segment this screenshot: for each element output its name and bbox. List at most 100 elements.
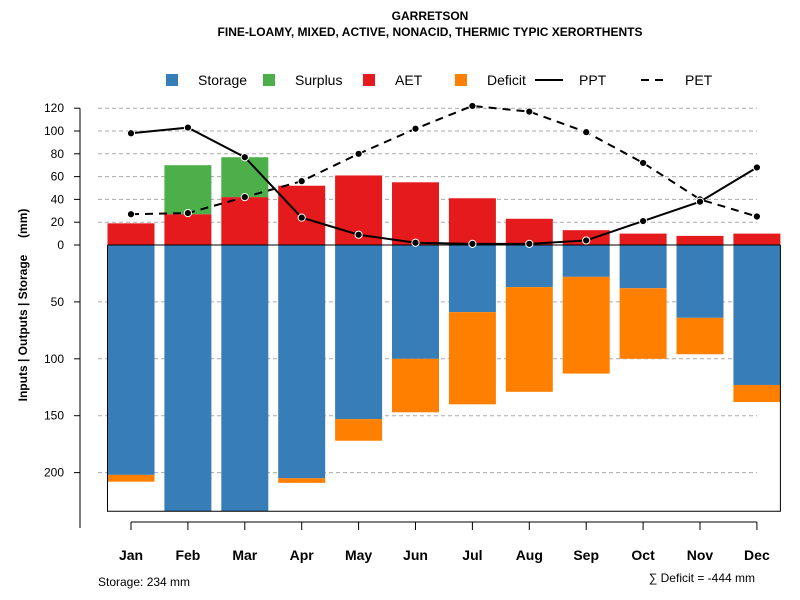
legend-label: Storage xyxy=(198,72,247,88)
lines xyxy=(126,101,762,248)
deficit-bar xyxy=(562,276,610,374)
pet-point xyxy=(240,193,249,202)
bars xyxy=(107,157,781,512)
x-tick-label: Feb xyxy=(175,547,200,563)
x-tick-label: May xyxy=(345,547,372,563)
storage-bar xyxy=(107,245,155,475)
legend-label: AET xyxy=(395,72,423,88)
deficit-bar xyxy=(505,287,553,392)
x-tick-label: Jul xyxy=(462,547,482,563)
aet-bar xyxy=(221,197,269,245)
y-tick-label: 20 xyxy=(51,215,65,229)
ppt-line xyxy=(130,126,758,245)
deficit-summary: ∑ Deficit = -444 mm xyxy=(649,571,755,585)
storage-bar xyxy=(164,245,212,512)
ppt-point xyxy=(525,239,534,248)
x-tick-label: Jun xyxy=(403,547,428,563)
storage-bar xyxy=(392,245,439,359)
storage-bar xyxy=(562,245,610,277)
pet-point xyxy=(639,158,648,168)
legend-label: Surplus xyxy=(295,72,342,88)
pet-point xyxy=(126,210,136,219)
x-tick-label: Oct xyxy=(631,547,655,563)
x-tick-label: Nov xyxy=(687,547,714,563)
ppt-point xyxy=(240,153,249,162)
pet-point xyxy=(354,149,363,158)
deficit-bar xyxy=(448,312,496,405)
storage-frame xyxy=(107,244,781,512)
ppt-point xyxy=(582,236,591,245)
surplus-bar xyxy=(221,157,269,198)
ppt-point xyxy=(411,238,420,247)
x-tick-label: Sep xyxy=(573,547,599,563)
deficit-bar xyxy=(733,384,781,403)
ppt-point xyxy=(183,123,192,132)
aet-bar xyxy=(733,233,781,245)
chart-subtitle: FINE-LOAMY, MIXED, ACTIVE, NONACID, THER… xyxy=(218,25,643,39)
y-tick-label: 60 xyxy=(51,170,65,184)
ppt-point xyxy=(354,230,363,239)
deficit-bar xyxy=(278,478,326,483)
x-tick-label: Mar xyxy=(232,547,257,563)
ppt-point xyxy=(752,163,762,172)
ppt-point xyxy=(639,216,648,226)
storage-bar xyxy=(278,245,326,479)
pet-point xyxy=(582,128,591,137)
aet-bar xyxy=(107,223,155,245)
ppt-point xyxy=(126,129,136,138)
y-tick-label: 80 xyxy=(51,147,65,161)
storage-bar xyxy=(505,245,553,288)
pet-point xyxy=(411,124,420,133)
storage-bar xyxy=(676,245,724,318)
legend-label: PET xyxy=(685,72,713,88)
y-tick-label: 50 xyxy=(51,295,65,309)
pet-point xyxy=(752,212,762,221)
legend-swatch xyxy=(166,74,178,86)
storage-bar xyxy=(448,245,496,313)
deficit-bar xyxy=(676,317,724,355)
y-tick-label: 120 xyxy=(44,101,64,115)
pet-point xyxy=(297,177,306,186)
ppt-point xyxy=(297,213,306,222)
storage-capacity-frame xyxy=(107,245,781,512)
legend-swatch xyxy=(263,74,275,86)
y-tick-label: 0 xyxy=(57,238,64,252)
storage-summary: Storage: 234 mm xyxy=(98,575,190,589)
deficit-bar xyxy=(335,419,383,441)
aet-bar xyxy=(392,182,439,245)
x-tick-label: Apr xyxy=(290,547,315,563)
aet-bar xyxy=(164,214,212,245)
surplus-bar xyxy=(164,165,212,215)
storage-bar xyxy=(221,245,269,512)
y-tick-label: 150 xyxy=(44,409,64,423)
storage-bar xyxy=(619,245,667,289)
y-axis-label: Inputs | Outputs | Storage (mm) xyxy=(16,209,30,402)
pet-point xyxy=(525,107,534,116)
legend-swatch xyxy=(363,74,375,86)
storage-bar xyxy=(335,245,383,420)
storage-bar xyxy=(733,245,781,385)
aet-bar xyxy=(619,233,667,245)
aet-bar xyxy=(448,198,496,245)
ppt-point xyxy=(468,239,477,248)
deficit-bar xyxy=(392,358,439,413)
x-tick-label: Aug xyxy=(516,547,543,563)
axes: 0 20 40 60 80 100 120 50 100 150 200 Jan Feb Mar Apr Ma… xyxy=(44,101,770,563)
x-tick-label: Dec xyxy=(744,547,770,563)
y-tick-label: 100 xyxy=(44,352,64,366)
pet-point xyxy=(468,101,477,111)
chart-title: GARRETSON xyxy=(392,9,469,23)
deficit-bar xyxy=(619,288,667,359)
y-tick-label: 200 xyxy=(44,466,64,480)
legend-label: Deficit xyxy=(487,72,526,88)
deficit-bar xyxy=(107,474,155,482)
pet-point xyxy=(183,208,192,218)
aet-bar xyxy=(676,235,724,245)
ppt-point xyxy=(695,197,705,206)
x-tick-label: Jan xyxy=(119,547,143,563)
y-tick-label: 40 xyxy=(51,192,65,206)
y-tick-label: 100 xyxy=(44,124,64,138)
legend: Storage Surplus AET Deficit PPT PET xyxy=(166,72,713,88)
legend-swatch xyxy=(455,74,467,86)
